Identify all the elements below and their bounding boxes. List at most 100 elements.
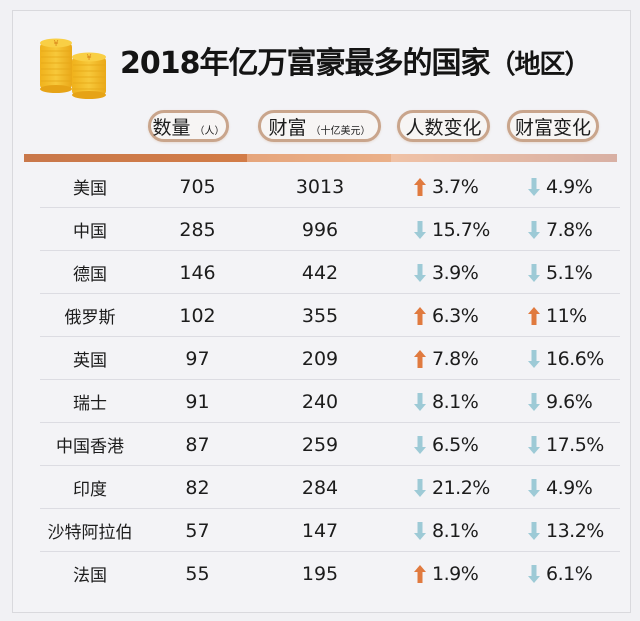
wealth-change-value: 13.2%	[546, 519, 604, 542]
header-count-unit: （人）	[194, 125, 225, 137]
arrow-down-icon	[414, 521, 426, 540]
cell-wealth-change: 7.8%	[528, 208, 618, 251]
people-change-value: 3.7%	[432, 175, 479, 198]
bar-segment-2	[247, 154, 391, 162]
cell-count: 87	[185, 433, 210, 456]
cell-count: 97	[185, 347, 210, 370]
arrow-down-icon	[528, 177, 540, 196]
cell-wealth: 195	[301, 562, 339, 585]
cell-wealth: 240	[301, 390, 339, 413]
cell-people-change: 8.1%	[414, 380, 504, 423]
cell-wealth: 209	[301, 347, 339, 370]
cell-country: 沙特阿拉伯	[47, 523, 133, 543]
wealth-change-value: 5.1%	[546, 261, 593, 284]
wealth-change-value: 7.8%	[546, 218, 593, 241]
cell-people-change: 6.5%	[414, 423, 504, 466]
cell-count: 146	[179, 261, 216, 284]
gold-coins-icon: ¥ ¥	[40, 38, 106, 99]
cell-count: 57	[185, 519, 210, 542]
cell-wealth-change: 5.1%	[528, 251, 618, 294]
arrow-down-icon	[528, 564, 540, 583]
cell-wealth-change: 9.6%	[528, 380, 618, 423]
cell-country: 中国香港	[56, 437, 124, 457]
people-change-value: 8.1%	[432, 519, 479, 542]
cell-count: 705	[179, 175, 216, 198]
wealth-change-value: 11%	[546, 304, 587, 327]
cell-country: 德国	[73, 265, 107, 285]
header-wealth-change: 财富变化	[507, 110, 599, 142]
cell-wealth: 355	[301, 304, 339, 327]
svg-text:¥: ¥	[86, 53, 91, 62]
header-wealth: 财富 （十亿美元）	[258, 110, 381, 142]
cell-wealth-change: 4.9%	[528, 165, 618, 208]
people-change-value: 7.8%	[432, 347, 479, 370]
arrow-up-icon	[528, 306, 540, 325]
arrow-up-icon	[414, 306, 426, 325]
table-row: 美国 705 3013 3.7% 4.9%	[0, 165, 640, 208]
header-people-change: 人数变化	[397, 110, 490, 142]
bar-segment-3	[391, 154, 617, 162]
cell-wealth-change: 11%	[528, 294, 618, 337]
cell-wealth-change: 6.1%	[528, 552, 618, 595]
people-change-value: 1.9%	[432, 562, 479, 585]
cell-people-change: 15.7%	[414, 208, 504, 251]
arrow-up-icon	[414, 177, 426, 196]
cell-country: 瑞士	[73, 394, 107, 414]
title-main: 2018年亿万富豪最多的国家	[120, 46, 490, 81]
arrow-down-icon	[414, 478, 426, 497]
table-row: 沙特阿拉伯 57 147 8.1% 13.2%	[0, 509, 640, 552]
cell-wealth: 996	[301, 218, 339, 241]
wealth-change-value: 6.1%	[546, 562, 593, 585]
cell-wealth: 259	[301, 433, 339, 456]
title-suffix: （地区）	[489, 50, 591, 80]
cell-people-change: 3.7%	[414, 165, 504, 208]
svg-text:¥: ¥	[53, 39, 58, 48]
arrow-down-icon	[528, 263, 540, 282]
wealth-change-value: 4.9%	[546, 175, 593, 198]
people-change-value: 21.2%	[432, 476, 490, 499]
cell-count: 285	[179, 218, 216, 241]
cell-country: 法国	[73, 566, 107, 586]
table-row: 中国香港 87 259 6.5% 17.5%	[0, 423, 640, 466]
cell-people-change: 8.1%	[414, 509, 504, 552]
cell-people-change: 6.3%	[414, 294, 504, 337]
cell-wealth-change: 17.5%	[528, 423, 618, 466]
arrow-down-icon	[528, 392, 540, 411]
data-table: 美国 705 3013 3.7% 4.9% 中国 285 996 15.7% 7…	[0, 165, 640, 595]
cell-country: 英国	[73, 351, 107, 371]
wealth-change-value: 17.5%	[546, 433, 604, 456]
arrow-down-icon	[528, 478, 540, 497]
arrow-down-icon	[414, 392, 426, 411]
people-change-value: 8.1%	[432, 390, 479, 413]
arrow-down-icon	[414, 263, 426, 282]
table-row: 英国 97 209 7.8% 16.6%	[0, 337, 640, 380]
wealth-change-value: 4.9%	[546, 476, 593, 499]
cell-wealth: 284	[301, 476, 339, 499]
cell-country: 印度	[73, 480, 107, 500]
arrow-down-icon	[414, 220, 426, 239]
cell-country: 中国	[73, 222, 107, 242]
header-wealth-label: 财富	[268, 116, 307, 139]
cell-country: 俄罗斯	[64, 308, 116, 328]
wealth-change-value: 9.6%	[546, 390, 593, 413]
cell-count: 55	[185, 562, 210, 585]
header-wealth-change-label: 财富变化	[514, 116, 591, 139]
cell-wealth: 3013	[295, 175, 345, 198]
arrow-down-icon	[528, 435, 540, 454]
arrow-up-icon	[414, 349, 426, 368]
bar-segment-1	[24, 154, 247, 162]
people-change-value: 6.5%	[432, 433, 479, 456]
cell-wealth-change: 4.9%	[528, 466, 618, 509]
cell-count: 102	[179, 304, 216, 327]
cell-people-change: 3.9%	[414, 251, 504, 294]
header-people-change-label: 人数变化	[405, 116, 482, 139]
wealth-change-value: 16.6%	[546, 347, 604, 370]
people-change-value: 6.3%	[432, 304, 479, 327]
page-title: 2018年亿万富豪最多的国家（地区）	[120, 38, 591, 82]
table-row: 法国 55 195 1.9% 6.1%	[0, 552, 640, 595]
table-row: 俄罗斯 102 355 6.3% 11%	[0, 294, 640, 337]
cell-wealth-change: 13.2%	[528, 509, 618, 552]
arrow-up-icon	[414, 564, 426, 583]
cell-people-change: 1.9%	[414, 552, 504, 595]
arrow-down-icon	[528, 349, 540, 368]
